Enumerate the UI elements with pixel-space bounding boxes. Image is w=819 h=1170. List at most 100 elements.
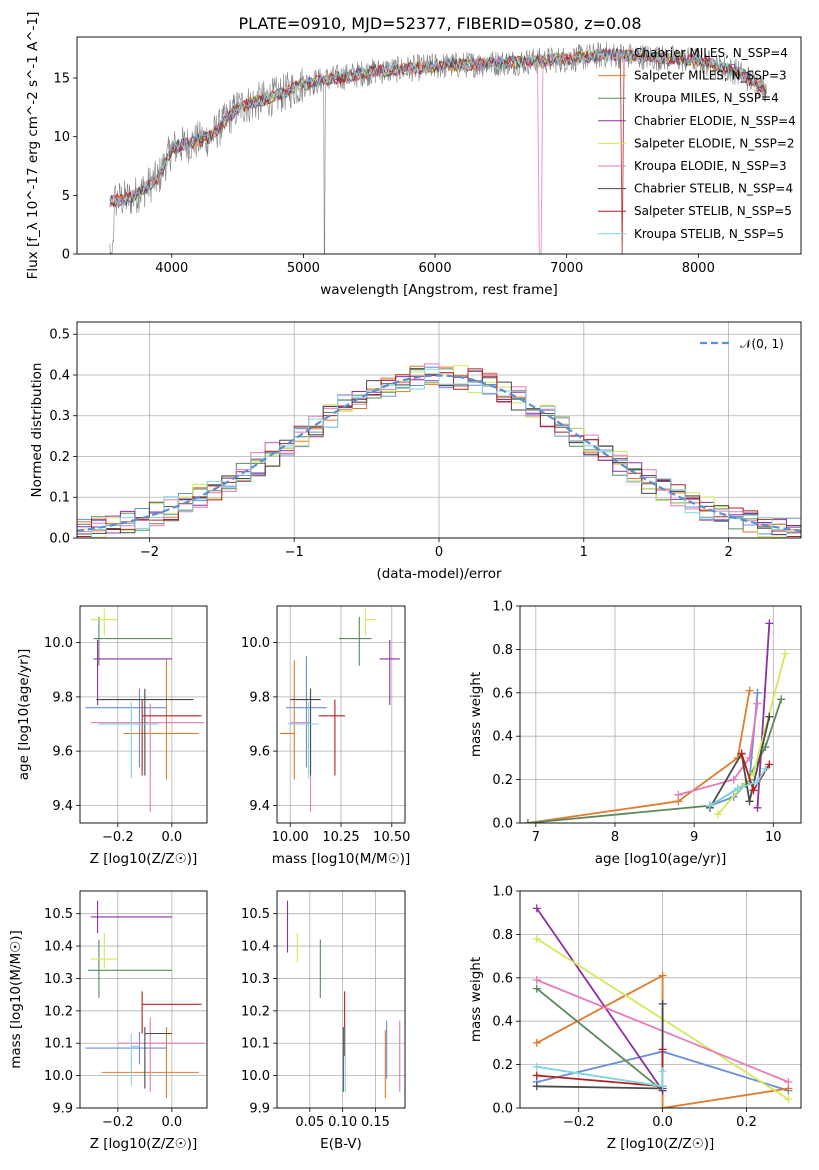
- y-tick-label: 1.0: [492, 600, 513, 615]
- y-tick-label: 10.3: [241, 972, 270, 987]
- mass-weight-line-7: [709, 716, 771, 809]
- x-tick-label: 2: [724, 545, 732, 560]
- mass-weight-marker: [737, 749, 746, 758]
- x-tick-label: −0.2: [563, 1115, 595, 1130]
- x-tick-label: 7: [532, 830, 540, 845]
- y-tick-label: 0.4: [49, 368, 70, 383]
- x-axis-label: (data-model)/error: [376, 566, 502, 582]
- y-tick-label: 10.1: [241, 1037, 270, 1052]
- x-tick-label: 0.0: [652, 1115, 673, 1130]
- y-axis-label: Normed distribution: [29, 363, 45, 498]
- mass-weight-marker: [658, 1104, 667, 1108]
- axes-frame: [276, 890, 406, 1109]
- y-tick-label: 10.5: [44, 907, 73, 922]
- x-tick-label: −2: [140, 545, 159, 560]
- y-tick-label: 10.2: [241, 1004, 270, 1019]
- y-axis-label: mass [log10(M/M☉)]: [8, 930, 24, 1069]
- legend-entry: Kroupa STELIB, N_SSP=5: [634, 227, 784, 241]
- mass-weight-line-4: [536, 907, 664, 1092]
- massweight-vs-metallicity-panel: −0.2 0.0 0.2 0.0 0.2 0.4 0.6 0.8 1.0 Z [log10(Z/Z…: [468, 885, 802, 1152]
- x-tick-label: −0.2: [102, 1115, 134, 1130]
- mass-weight-marker: [523, 819, 532, 823]
- plot-area: [280, 608, 400, 813]
- plot-area: [286, 900, 401, 1099]
- mass-weight-marker: [658, 1045, 667, 1054]
- mass-weight-marker: [753, 803, 762, 812]
- x-axis-label: E(B-V): [320, 1136, 362, 1152]
- residual-histogram-panel: −2 −1 0 1 2 0.0 0.1 0.2 0.3 0.4 0.5 𝒩(0, 1) (data-mo…: [29, 321, 802, 582]
- y-tick-label: 0.6: [492, 971, 513, 986]
- y-tick-label: 10.4: [44, 940, 73, 955]
- y-tick-label: 10.2: [44, 1004, 73, 1019]
- x-tick-label: 5000: [287, 261, 320, 276]
- x-tick-label: 0.0: [162, 1115, 183, 1130]
- spectrum-panel: 4000 5000 6000 7000 8000 0 5 10 15 Chabrier MILES…: [25, 12, 802, 298]
- observed-spectrum: [109, 41, 767, 254]
- x-axis-label: wavelength [Angstrom, rest frame]: [320, 282, 558, 298]
- mass-weight-marker: [745, 797, 754, 806]
- y-tick-label: 10.0: [241, 636, 270, 651]
- age-vs-mass-panel: 10.00 10.25 10.50 9.4 9.6 9.8 10.0 mass [log10(…: [241, 605, 410, 867]
- mass-weight-line-3: [536, 987, 664, 1093]
- y-tick-label: 10.4: [241, 940, 270, 955]
- legend-entry: Salpeter ELODIE, N_SSP=2: [634, 136, 795, 150]
- mass-vs-ebv-panel: 0.05 0.10 0.15 9.9 10.0 10.1 10.2 10.3 10.4 10.5 E…: [241, 890, 406, 1152]
- plot-area: [109, 41, 767, 254]
- y-tick-label: 9.9: [52, 1102, 73, 1117]
- axes-frame: [519, 605, 802, 824]
- x-tick-label: 6000: [419, 261, 452, 276]
- y-tick-label: 10.5: [241, 907, 270, 922]
- x-tick-label: −1: [285, 545, 304, 560]
- y-axis-label: mass weight: [468, 957, 484, 1042]
- x-axis-label: age [log10(age/yr)]: [595, 851, 727, 867]
- y-tick-label: 0.5: [49, 328, 70, 343]
- x-tick-label: 10.25: [322, 830, 359, 845]
- y-tick-label: 0.2: [49, 450, 70, 465]
- x-tick-label: 8000: [682, 261, 715, 276]
- massweight-vs-age-panel: 7 8 9 10 0.0 0.2 0.4 0.6 0.8 1.0 age [log10(age/yr…: [468, 600, 802, 867]
- mass-weight-marker: [777, 695, 786, 704]
- x-axis-label: Z [log10(Z/Z☉)]: [90, 1136, 198, 1152]
- axes-frame: [76, 321, 802, 539]
- y-tick-label: 1.0: [492, 885, 513, 900]
- y-tick-label: 0.8: [492, 928, 513, 943]
- mass-weight-marker: [658, 1067, 667, 1076]
- mass-weight-marker: [658, 999, 667, 1008]
- mass-weight-line-2: [527, 690, 751, 823]
- y-tick-label: 0.4: [492, 730, 513, 745]
- mass-weight-marker: [733, 784, 742, 793]
- y-tick-label: 9.9: [249, 1102, 270, 1117]
- mass-weight-marker: [705, 801, 714, 810]
- y-tick-label: 0.0: [49, 532, 70, 547]
- x-tick-label: 10.50: [373, 830, 410, 845]
- y-tick-label: 0.0: [492, 1102, 513, 1117]
- x-tick-label: 0.10: [328, 1115, 357, 1130]
- legend-entry: 𝒩(0, 1): [740, 337, 784, 351]
- mass-weight-marker: [745, 686, 754, 695]
- x-tick-label: 10: [765, 830, 782, 845]
- legend-entry: Chabrier ELODIE, N_SSP=4: [634, 114, 796, 128]
- x-tick-label: 8: [611, 830, 619, 845]
- legend-entry: Salpeter MILES, N_SSP=3: [634, 69, 787, 83]
- figure-title: PLATE=0910, MJD=52377, FIBERID=0580, z=0…: [238, 14, 641, 33]
- mass-weight-marker: [784, 1095, 793, 1104]
- plot-area: [85, 900, 205, 1099]
- histogram-step-6: [77, 363, 801, 536]
- mass-weight-marker: [729, 775, 738, 784]
- x-axis-label: Z [log10(Z/Z☉)]: [90, 851, 198, 867]
- x-tick-label: 4000: [155, 261, 188, 276]
- y-tick-label: 15: [53, 72, 70, 87]
- x-tick-label: 0.0: [162, 830, 183, 845]
- y-tick-label: 0.2: [492, 773, 513, 788]
- mass-weight-marker: [784, 1077, 793, 1086]
- legend-entry: Salpeter STELIB, N_SSP=5: [634, 204, 792, 218]
- model-spectrum-9: [109, 48, 767, 206]
- y-tick-label: 9.4: [249, 799, 270, 814]
- mass-vs-metallicity-panel: −0.2 0.0 9.9 10.0 10.1 10.2 10.3 10.4 10.5 Z [log…: [8, 890, 208, 1152]
- mass-weight-line-8: [536, 1049, 664, 1088]
- mass-weight-marker: [532, 984, 541, 993]
- x-tick-label: 1: [580, 545, 588, 560]
- y-axis-label: age [log10(age/yr)]: [16, 649, 32, 781]
- x-tick-label: 0.05: [295, 1115, 324, 1130]
